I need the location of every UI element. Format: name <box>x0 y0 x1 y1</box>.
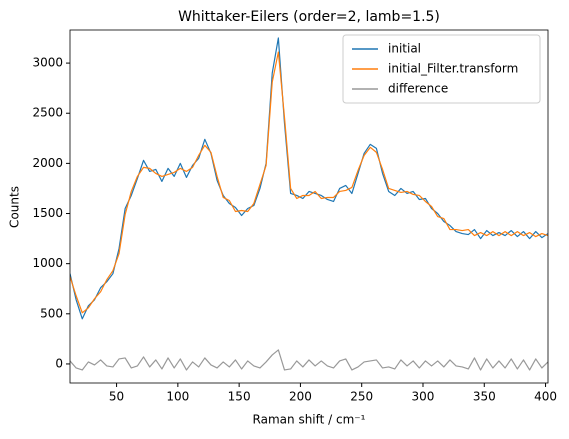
y-tick-label: 2500 <box>32 106 63 120</box>
legend-box <box>342 34 541 104</box>
line-series <box>70 349 548 371</box>
y-tick-label: 0 <box>55 356 63 370</box>
plot-frame <box>69 29 549 384</box>
chart-title: Whittaker-Eilers (order=2, lamb=1.5) <box>178 9 440 25</box>
x-tick-label: 200 <box>289 390 312 404</box>
y-tick-label: 3000 <box>32 56 63 70</box>
legend-label: initial <box>388 42 421 56</box>
line-series <box>70 51 548 314</box>
x-tick-label: 300 <box>412 390 435 404</box>
x-tick-label: 350 <box>473 390 496 404</box>
line-series <box>70 37 548 320</box>
legend-label: difference <box>388 82 448 96</box>
y-tick-label: 2000 <box>32 156 63 170</box>
y-tick-label: 1000 <box>32 256 63 270</box>
legend-label: initial_Filter.transform <box>388 62 518 76</box>
x-tick-label: 400 <box>534 390 557 404</box>
y-tick-label: 500 <box>40 306 63 320</box>
y-axis-label: Counts <box>8 186 22 228</box>
x-tick-label: 150 <box>228 390 251 404</box>
x-axis-label: Raman shift / cm⁻¹ <box>253 413 366 427</box>
x-tick-label: 50 <box>109 390 124 404</box>
x-tick-label: 100 <box>166 390 189 404</box>
x-tick-label: 250 <box>350 390 373 404</box>
y-tick-label: 1500 <box>32 206 63 220</box>
